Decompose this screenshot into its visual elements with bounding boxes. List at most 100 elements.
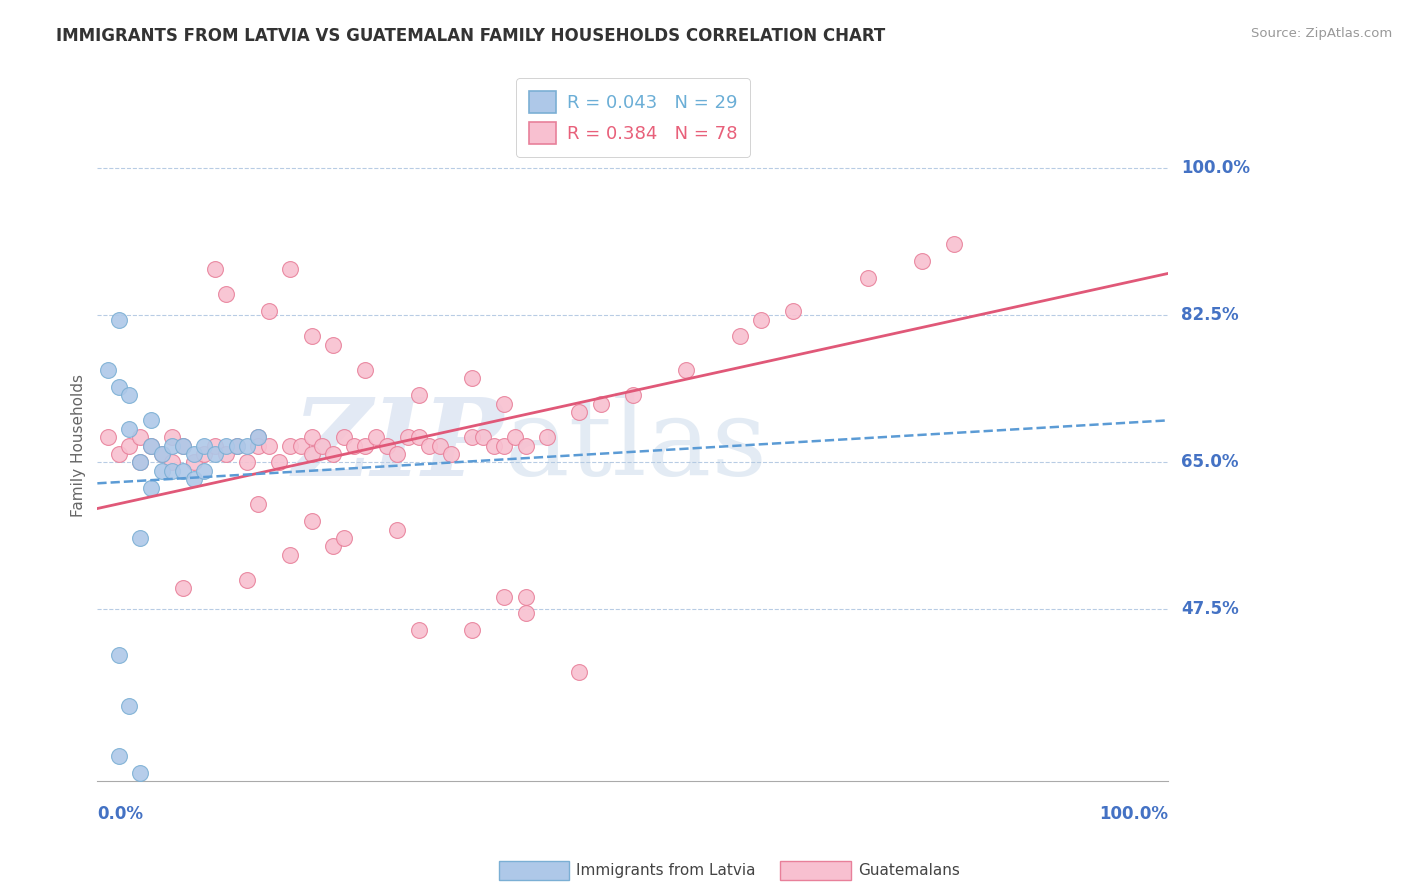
Point bbox=[943, 237, 966, 252]
Point bbox=[246, 430, 269, 444]
Point bbox=[461, 371, 484, 385]
Y-axis label: Family Households: Family Households bbox=[72, 374, 86, 517]
Point bbox=[322, 539, 344, 553]
Point bbox=[162, 438, 184, 452]
Point bbox=[269, 455, 291, 469]
Point bbox=[246, 497, 269, 511]
Point bbox=[515, 590, 537, 604]
Point bbox=[332, 531, 354, 545]
Text: IMMIGRANTS FROM LATVIA VS GUATEMALAN FAMILY HOUSEHOLDS CORRELATION CHART: IMMIGRANTS FROM LATVIA VS GUATEMALAN FAM… bbox=[56, 27, 886, 45]
Text: atlas: atlas bbox=[505, 392, 768, 498]
Point bbox=[396, 430, 419, 444]
Point bbox=[225, 438, 247, 452]
Point bbox=[471, 430, 494, 444]
Point bbox=[408, 624, 430, 638]
Point bbox=[139, 413, 162, 427]
Point bbox=[322, 338, 344, 352]
Point bbox=[301, 430, 323, 444]
Text: ZIP: ZIP bbox=[292, 392, 505, 499]
Point bbox=[418, 438, 440, 452]
Point bbox=[129, 531, 152, 545]
Point bbox=[568, 665, 591, 680]
Point bbox=[172, 438, 194, 452]
Point bbox=[343, 438, 366, 452]
Point bbox=[354, 438, 377, 452]
Point bbox=[118, 388, 141, 402]
Point bbox=[193, 464, 215, 478]
Point bbox=[387, 447, 409, 461]
Point bbox=[621, 388, 644, 402]
Point bbox=[728, 329, 751, 343]
Point bbox=[246, 430, 269, 444]
Point bbox=[536, 430, 558, 444]
Point bbox=[311, 438, 333, 452]
Point bbox=[278, 548, 301, 562]
Point bbox=[494, 396, 516, 410]
Point bbox=[257, 304, 280, 318]
Point bbox=[162, 430, 184, 444]
Point bbox=[129, 455, 152, 469]
Point bbox=[139, 438, 162, 452]
Point bbox=[172, 438, 194, 452]
Point bbox=[364, 430, 387, 444]
Point bbox=[193, 447, 215, 461]
Point bbox=[204, 447, 226, 461]
Point bbox=[858, 270, 880, 285]
Point bbox=[129, 430, 152, 444]
Point bbox=[107, 447, 129, 461]
Point bbox=[290, 438, 312, 452]
Point bbox=[301, 447, 323, 461]
Point bbox=[494, 438, 516, 452]
Legend: R = 0.043   N = 29, R = 0.384   N = 78: R = 0.043 N = 29, R = 0.384 N = 78 bbox=[516, 78, 749, 157]
Point bbox=[461, 624, 484, 638]
Point bbox=[246, 438, 269, 452]
Point bbox=[172, 464, 194, 478]
Text: 100.0%: 100.0% bbox=[1099, 805, 1168, 823]
Point bbox=[118, 422, 141, 436]
Point bbox=[236, 438, 259, 452]
Point bbox=[278, 262, 301, 277]
Point bbox=[150, 447, 173, 461]
Point bbox=[107, 312, 129, 326]
Text: 0.0%: 0.0% bbox=[97, 805, 143, 823]
Point bbox=[332, 430, 354, 444]
Point bbox=[515, 438, 537, 452]
Point bbox=[236, 455, 259, 469]
Point bbox=[118, 438, 141, 452]
Point bbox=[236, 573, 259, 587]
Point bbox=[183, 447, 205, 461]
Point bbox=[97, 363, 120, 377]
Point bbox=[97, 430, 120, 444]
Point bbox=[215, 438, 238, 452]
Point bbox=[204, 262, 226, 277]
Point bbox=[215, 447, 238, 461]
Point bbox=[751, 312, 773, 326]
Text: Guatemalans: Guatemalans bbox=[858, 863, 959, 878]
Point bbox=[139, 438, 162, 452]
Point bbox=[107, 749, 129, 764]
Point bbox=[911, 253, 934, 268]
Point bbox=[322, 447, 344, 461]
Point bbox=[675, 363, 697, 377]
Text: Immigrants from Latvia: Immigrants from Latvia bbox=[576, 863, 756, 878]
Point bbox=[204, 438, 226, 452]
Text: 65.0%: 65.0% bbox=[1181, 453, 1239, 471]
Point bbox=[568, 405, 591, 419]
Point bbox=[503, 430, 526, 444]
Point bbox=[150, 447, 173, 461]
Point bbox=[375, 438, 398, 452]
Point bbox=[387, 523, 409, 537]
Point bbox=[193, 438, 215, 452]
Point bbox=[183, 472, 205, 486]
Point bbox=[107, 648, 129, 663]
Point bbox=[172, 582, 194, 596]
Point bbox=[482, 438, 505, 452]
Point bbox=[429, 438, 451, 452]
Point bbox=[150, 464, 173, 478]
Point bbox=[118, 698, 141, 713]
Point bbox=[301, 329, 323, 343]
Point bbox=[494, 590, 516, 604]
Point bbox=[215, 287, 238, 301]
Point bbox=[162, 455, 184, 469]
Text: 82.5%: 82.5% bbox=[1181, 306, 1239, 325]
